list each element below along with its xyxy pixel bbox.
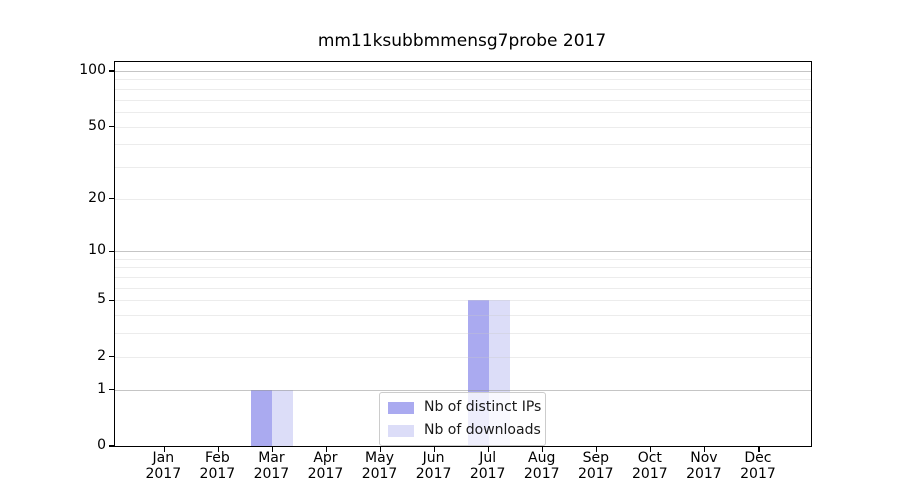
y-tick-20 xyxy=(108,198,114,200)
x-tick-dec xyxy=(758,447,760,453)
y-tick-label-2: 2 xyxy=(97,347,106,364)
x-tick-label-jun: Jun 2017 xyxy=(404,450,464,482)
x-tick-year: 2017 xyxy=(145,466,182,482)
x-tick-month: Sep xyxy=(582,450,609,466)
x-tick-month: Aug xyxy=(528,450,556,466)
y-tick-label-5: 5 xyxy=(97,291,106,308)
bar-nb-of-downloads-mar xyxy=(272,389,294,446)
minor-gridline-6 xyxy=(115,287,811,289)
y-tick-label-100: 100 xyxy=(79,62,106,78)
minor-gridline-40 xyxy=(115,144,811,146)
x-tick-jan xyxy=(163,447,165,453)
x-tick-label-feb: Feb 2017 xyxy=(187,450,247,482)
x-tick-month: Feb xyxy=(204,450,230,466)
x-tick-month: Apr xyxy=(313,450,338,466)
x-tick-month: Oct xyxy=(637,450,662,466)
x-tick-month: May xyxy=(365,450,394,466)
legend-label: Nb of distinct IPs xyxy=(424,399,542,415)
x-tick-label-may: May 2017 xyxy=(350,450,410,482)
legend: Nb of distinct IPs Nb of downloads xyxy=(379,392,546,446)
minor-gridline-90 xyxy=(115,79,811,81)
minor-gridline-20 xyxy=(115,198,811,200)
x-tick-year: 2017 xyxy=(577,466,614,482)
y-tick-0 xyxy=(108,445,114,447)
x-tick-label-nov: Nov 2017 xyxy=(674,450,734,482)
x-tick-label-mar: Mar 2017 xyxy=(241,450,301,482)
minor-gridline-80 xyxy=(115,88,811,90)
x-tick-label-aug: Aug 2017 xyxy=(512,450,572,482)
major-gridline-100 xyxy=(115,71,811,72)
x-tick-apr xyxy=(325,447,328,453)
x-tick-feb xyxy=(217,447,219,453)
x-tick-label-sep: Sep 2017 xyxy=(566,450,626,482)
x-tick-may xyxy=(379,447,382,453)
x-tick-year: 2017 xyxy=(199,466,236,482)
minor-gridline-5 xyxy=(115,300,811,302)
y-tick-5 xyxy=(108,299,114,301)
minor-gridline-4 xyxy=(115,315,811,317)
x-tick-month: Jun xyxy=(422,450,445,466)
x-tick-year: 2017 xyxy=(469,466,506,482)
minor-gridline-9 xyxy=(115,258,811,260)
plot-area: Nb of distinct IPs Nb of downloads xyxy=(108,61,812,453)
legend-swatch-icon xyxy=(388,424,414,437)
x-tick-year: 2017 xyxy=(632,466,668,482)
x-tick-year: 2017 xyxy=(415,466,452,482)
x-tick-label-jan: Jan 2017 xyxy=(133,450,193,482)
minor-gridline-30 xyxy=(115,166,811,168)
x-tick-label-dec: Dec 2017 xyxy=(728,450,788,482)
minor-gridline-50 xyxy=(115,126,811,128)
legend-label: Nb of downloads xyxy=(424,422,541,438)
y-tick-10 xyxy=(108,250,114,252)
y-tick-1 xyxy=(108,389,114,391)
x-tick-year: 2017 xyxy=(307,466,344,482)
x-tick-jun xyxy=(434,447,436,453)
x-tick-oct xyxy=(650,447,652,453)
major-gridline-1 xyxy=(115,389,811,391)
x-tick-aug xyxy=(542,447,544,453)
x-tick-nov xyxy=(704,447,706,453)
x-tick-year: 2017 xyxy=(686,466,722,482)
x-tick-month: Jul xyxy=(479,450,497,466)
y-tick-label-1: 1 xyxy=(97,380,106,397)
x-tick-year: 2017 xyxy=(523,466,560,482)
minor-gridline-8 xyxy=(115,267,811,269)
y-tick-label-50: 50 xyxy=(88,117,106,134)
minor-gridline-2 xyxy=(115,356,811,358)
x-tick-month: Mar xyxy=(258,450,285,466)
y-tick-label-10: 10 xyxy=(88,242,106,259)
major-gridline-10 xyxy=(115,251,811,253)
x-tick-month: Jan xyxy=(152,450,175,466)
legend-row: Nb of downloads xyxy=(388,423,541,438)
legend-swatch-icon xyxy=(388,401,414,414)
y-tick-label-20: 20 xyxy=(88,189,106,206)
minor-gridline-7 xyxy=(115,277,811,279)
legend-row: Nb of distinct IPs xyxy=(388,400,541,415)
x-tick-year: 2017 xyxy=(740,466,776,482)
y-tick-label-0: 0 xyxy=(97,437,106,453)
chart-title: mm11ksubbmmensg7probe 2017 xyxy=(317,31,607,51)
x-tick-month: Nov xyxy=(690,450,718,466)
y-tick-100 xyxy=(108,70,114,72)
x-tick-month: Dec xyxy=(744,450,772,466)
x-tick-label-oct: Oct 2017 xyxy=(620,450,680,482)
y-tick-50 xyxy=(108,125,114,128)
x-tick-mar xyxy=(271,447,273,453)
x-tick-label-jul: Jul 2017 xyxy=(458,450,518,482)
x-tick-jul xyxy=(488,447,490,453)
minor-gridline-3 xyxy=(115,333,811,335)
y-tick-2 xyxy=(108,356,114,358)
x-tick-year: 2017 xyxy=(361,466,398,482)
x-tick-label-apr: Apr 2017 xyxy=(295,450,355,482)
x-tick-sep xyxy=(596,447,598,453)
bar-nb-of-distinct-ips-mar xyxy=(251,389,273,446)
x-tick-year: 2017 xyxy=(253,466,290,482)
minor-gridline-70 xyxy=(115,99,811,101)
minor-gridline-60 xyxy=(115,111,811,113)
